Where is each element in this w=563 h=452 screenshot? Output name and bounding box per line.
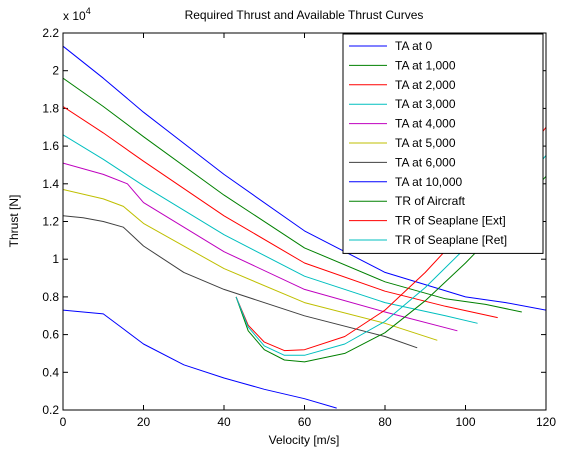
legend-label-6: TA at 5,000 [395,136,456,150]
legend-label-5: TA at 4,000 [395,117,456,131]
y-tick-label: 1 [52,252,59,266]
series-lines [63,45,546,409]
y-multiplier-label: x 104 [63,6,91,23]
legend-label-11: TR of Seaplane [Ret] [395,233,507,247]
x-tick-label: 40 [217,415,231,429]
legend-label-9: TR of Aircraft [395,194,466,208]
series-line-3 [63,106,498,319]
axes-frame [62,32,547,411]
series-line-8 [63,309,337,409]
x-tick-label: 60 [298,415,312,429]
x-tick-label: 20 [137,415,151,429]
y-tick-label: 0.2 [42,403,59,417]
legend-label-4: TA at 3,000 [395,97,456,111]
legend-label-7: TA at 6,000 [395,155,456,169]
legend-label-2: TA at 1,000 [395,58,456,72]
y-tick-label: 2.2 [42,26,59,40]
chart-title: Required Thrust and Available Thrust Cur… [185,8,424,22]
legend-label-3: TA at 2,000 [395,78,456,92]
series-line-7 [63,215,418,349]
x-axis-title: Velocity [m/s] [269,433,340,447]
series-line-6 [63,189,438,341]
legend: TA at 0 TA at 1,000 TA at 2,000 TA at 3,000… [342,33,544,254]
y-axis-title: Thrust [N] [7,195,21,248]
y-tick-label: 2 [52,64,59,78]
series-line-5 [63,162,458,332]
x-tick-label: 0 [60,415,67,429]
legend-label-10: TR of Seaplane [Ext] [395,214,506,228]
series-line-1 [63,45,546,311]
y-multiplier-base: x 10 [63,9,86,23]
series-line-4 [63,134,478,324]
x-tick-label: 80 [378,415,392,429]
legend-label-8: TA at 10,000 [395,175,462,189]
y-multiplier-exponent: 4 [86,6,91,16]
y-tick-label: 1.2 [42,215,59,229]
y-tick-label: 0.6 [42,328,59,342]
series-line-2 [63,77,522,313]
y-tick-label: 0.8 [42,290,59,304]
y-tick-label: 1.4 [42,177,59,191]
y-tick-label: 1.6 [42,139,59,153]
y-tick-label: 1.8 [42,101,59,115]
legend-box [342,33,544,254]
x-tick-label: 120 [536,415,556,429]
legend-label-1: TA at 0 [395,39,432,53]
x-tick-label: 100 [455,415,475,429]
y-tick-label: 0.4 [42,365,59,379]
